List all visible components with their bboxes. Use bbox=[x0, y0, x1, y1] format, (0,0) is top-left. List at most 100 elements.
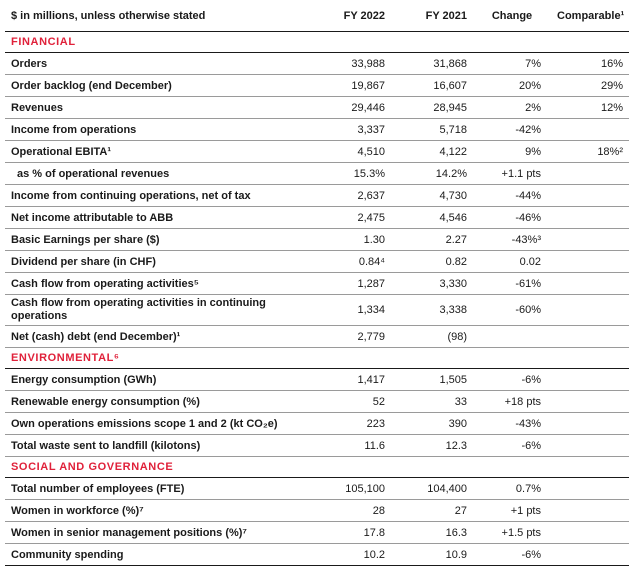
cell-comparable bbox=[551, 434, 629, 457]
header-fy2022: FY 2022 bbox=[327, 0, 391, 32]
row-label: Cash flow from operating activities in c… bbox=[5, 294, 327, 326]
cell-change: -44% bbox=[473, 184, 551, 207]
cell-comparable: 12% bbox=[551, 96, 629, 119]
row-label: Orders bbox=[5, 52, 327, 75]
cell-fy2022: 1,417 bbox=[327, 368, 391, 391]
row-label: Revenues bbox=[5, 96, 327, 119]
cell-change: 20% bbox=[473, 74, 551, 97]
cell-fy2021: 3,330 bbox=[391, 272, 473, 295]
section-title: FINANCIAL bbox=[5, 31, 629, 53]
cell-fy2022: 33,988 bbox=[327, 52, 391, 75]
cell-comparable bbox=[551, 521, 629, 544]
cell-fy2022: 105,100 bbox=[327, 477, 391, 500]
row-label: Income from operations bbox=[5, 118, 327, 141]
table-row: as % of operational revenues 15.3% 14.2% +1… bbox=[5, 162, 629, 185]
table-row: Renewable energy consumption (%) 52 33 +18 … bbox=[5, 390, 629, 413]
cell-fy2022: 4,510 bbox=[327, 140, 391, 163]
cell-change: 2% bbox=[473, 96, 551, 119]
table-row: Total waste sent to landfill (kilotons) 1… bbox=[5, 434, 629, 457]
section-title: SOCIAL AND GOVERNANCE bbox=[5, 456, 629, 478]
table-row: Revenues 29,446 28,945 2% 12% bbox=[5, 96, 629, 119]
cell-comparable bbox=[551, 412, 629, 435]
table-body: FINANCIAL Orders 33,988 31,868 7% 16% Order ba… bbox=[5, 31, 629, 566]
cell-fy2021: 3,338 bbox=[391, 294, 473, 326]
cell-comparable bbox=[551, 294, 629, 326]
row-label: Basic Earnings per share ($) bbox=[5, 228, 327, 251]
cell-change: 0.02 bbox=[473, 250, 551, 273]
row-label: Energy consumption (GWh) bbox=[5, 368, 327, 391]
cell-change: -43%³ bbox=[473, 228, 551, 251]
cell-change: -60% bbox=[473, 294, 551, 326]
cell-change: 0.7% bbox=[473, 477, 551, 500]
cell-fy2022: 19,867 bbox=[327, 74, 391, 97]
cell-comparable bbox=[551, 477, 629, 500]
cell-comparable bbox=[551, 118, 629, 141]
cell-fy2022: 10.2 bbox=[327, 543, 391, 566]
cell-comparable bbox=[551, 543, 629, 566]
header-units-label: $ in millions, unless otherwise stated bbox=[5, 0, 327, 32]
cell-fy2022: 11.6 bbox=[327, 434, 391, 457]
cell-change: 9% bbox=[473, 140, 551, 163]
cell-fy2022: 52 bbox=[327, 390, 391, 413]
cell-change: +1 pts bbox=[473, 499, 551, 522]
table-row: Cash flow from operating activities in c… bbox=[5, 294, 629, 326]
cell-fy2021: (98) bbox=[391, 325, 473, 348]
table-header: $ in millions, unless otherwise stated F… bbox=[5, 0, 629, 32]
cell-fy2022: 2,475 bbox=[327, 206, 391, 229]
row-label: Women in senior management positions (%)… bbox=[5, 521, 327, 544]
cell-change: -42% bbox=[473, 118, 551, 141]
cell-fy2022: 1,287 bbox=[327, 272, 391, 295]
cell-change: -61% bbox=[473, 272, 551, 295]
cell-comparable bbox=[551, 390, 629, 413]
cell-comparable bbox=[551, 206, 629, 229]
cell-fy2022: 29,446 bbox=[327, 96, 391, 119]
table-row: Orders 33,988 31,868 7% 16% bbox=[5, 52, 629, 75]
table-row: Operational EBITA¹ 4,510 4,122 9% 18%² bbox=[5, 140, 629, 163]
cell-change: -6% bbox=[473, 434, 551, 457]
cell-fy2021: 33 bbox=[391, 390, 473, 413]
section-header: ENVIRONMENTAL⁶ bbox=[5, 347, 629, 369]
table-row: Own operations emissions scope 1 and 2 (… bbox=[5, 412, 629, 435]
cell-fy2021: 14.2% bbox=[391, 162, 473, 185]
row-label: Women in workforce (%)⁷ bbox=[5, 499, 327, 522]
cell-comparable: 18%² bbox=[551, 140, 629, 163]
cell-fy2021: 12.3 bbox=[391, 434, 473, 457]
cell-fy2021: 104,400 bbox=[391, 477, 473, 500]
cell-fy2021: 16.3 bbox=[391, 521, 473, 544]
row-label: Total waste sent to landfill (kilotons) bbox=[5, 434, 327, 457]
cell-comparable: 29% bbox=[551, 74, 629, 97]
cell-comparable bbox=[551, 272, 629, 295]
cell-change: 7% bbox=[473, 52, 551, 75]
cell-fy2022: 1,334 bbox=[327, 294, 391, 326]
cell-fy2021: 16,607 bbox=[391, 74, 473, 97]
cell-fy2021: 2.27 bbox=[391, 228, 473, 251]
table-row: Women in senior management positions (%)… bbox=[5, 521, 629, 544]
cell-change: -6% bbox=[473, 368, 551, 391]
cell-fy2021: 4,730 bbox=[391, 184, 473, 207]
cell-fy2022: 2,779 bbox=[327, 325, 391, 348]
cell-fy2022: 2,637 bbox=[327, 184, 391, 207]
row-label: Operational EBITA¹ bbox=[5, 140, 327, 163]
table-row: Basic Earnings per share ($) 1.30 2.27 -43%… bbox=[5, 228, 629, 251]
cell-fy2022: 3,337 bbox=[327, 118, 391, 141]
table-row: Income from operations 3,337 5,718 -42% bbox=[5, 118, 629, 141]
cell-comparable bbox=[551, 368, 629, 391]
cell-change: -46% bbox=[473, 206, 551, 229]
cell-change: +1.5 pts bbox=[473, 521, 551, 544]
cell-change: +18 pts bbox=[473, 390, 551, 413]
row-label: Cash flow from operating activities⁵ bbox=[5, 272, 327, 295]
cell-fy2021: 28,945 bbox=[391, 96, 473, 119]
cell-change bbox=[473, 325, 551, 348]
row-label: Order backlog (end December) bbox=[5, 74, 327, 97]
table-row: Net (cash) debt (end December)¹ 2,779 (98) bbox=[5, 325, 629, 348]
table-row: Cash flow from operating activities⁵ 1,28… bbox=[5, 272, 629, 295]
cell-fy2022: 223 bbox=[327, 412, 391, 435]
cell-comparable: 16% bbox=[551, 52, 629, 75]
cell-fy2022: 28 bbox=[327, 499, 391, 522]
header-comparable: Comparable¹ bbox=[551, 0, 629, 32]
kpi-table: $ in millions, unless otherwise stated F… bbox=[5, 0, 629, 566]
cell-fy2022: 15.3% bbox=[327, 162, 391, 185]
cell-fy2021: 390 bbox=[391, 412, 473, 435]
cell-fy2022: 17.8 bbox=[327, 521, 391, 544]
